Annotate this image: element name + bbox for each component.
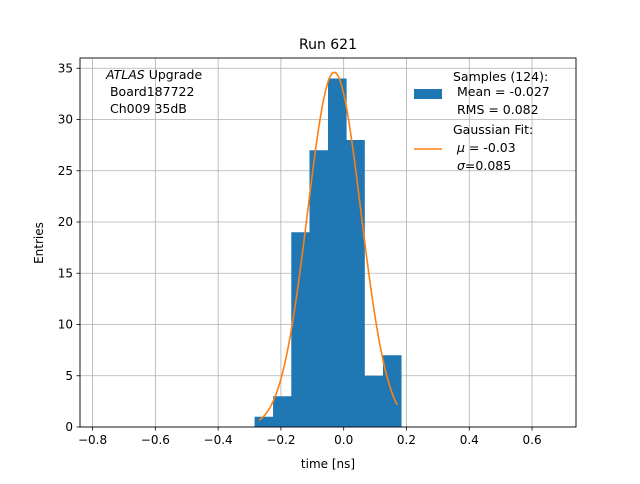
plot-frame	[79, 57, 577, 428]
histogram-bar	[328, 78, 347, 427]
x-tick-label: 0.0	[334, 433, 353, 447]
legend: Samples (124): Mean = -0.027 RMS = 0.082…	[414, 69, 550, 173]
legend-sigma-symbol: σ	[457, 158, 466, 173]
y-tick-label: 30	[58, 113, 73, 127]
y-tick-label: 35	[58, 61, 73, 75]
atlas-annotation: ATLAS Upgrade Board187722 Ch009 35dB	[105, 67, 202, 116]
legend-sigma-value: =0.085	[465, 158, 511, 173]
chart-title: Run 621	[299, 37, 357, 53]
legend-mu-value: = -0.03	[465, 140, 516, 155]
histogram-bar	[346, 140, 365, 427]
annotation-atlas-text: ATLAS	[105, 67, 145, 82]
y-tick-label: 0	[65, 420, 73, 434]
histogram-bar	[291, 232, 310, 427]
y-axis-label: Entries	[32, 222, 46, 264]
x-tick-label: 0.4	[460, 433, 479, 447]
axis-ticks: −0.8 −0.6 −0.4 −0.2 0.0 0.2 0.4 0.6 0 5 10 15 20 25 30…	[58, 61, 542, 447]
x-tick-label: −0.8	[78, 433, 107, 447]
annotation-line-3: Ch009 35dB	[106, 101, 187, 116]
legend-samples-patch	[414, 89, 442, 99]
x-tick-label: −0.6	[141, 433, 170, 447]
annotation-line-2: Board187722	[106, 84, 194, 99]
y-tick-label: 10	[58, 318, 73, 332]
x-tick-label: 0.2	[397, 433, 416, 447]
y-tick-label: 15	[58, 266, 73, 280]
legend-fit-line-3: σ=0.085	[453, 158, 511, 173]
x-tick-label: 0.6	[523, 433, 542, 447]
legend-samples-line-1: Samples (124):	[453, 69, 548, 84]
legend-fit-line-2: μ = -0.03	[453, 140, 516, 155]
histogram-bar	[309, 150, 329, 427]
annotation-upgrade-text: Upgrade	[145, 67, 203, 82]
histogram-bar	[364, 375, 384, 427]
y-tick-label: 20	[58, 215, 73, 229]
y-tick-label: 5	[65, 369, 73, 383]
y-tick-label: 25	[58, 164, 73, 178]
annotation-line-1: ATLAS Upgrade	[105, 67, 202, 82]
x-tick-label: −0.4	[204, 433, 233, 447]
histogram-bars	[254, 78, 402, 427]
histogram-bar	[273, 396, 292, 427]
histogram-bar	[254, 416, 274, 427]
legend-samples-line-3: RMS = 0.082	[453, 102, 539, 117]
legend-fit-line-1: Gaussian Fit:	[453, 122, 533, 137]
legend-samples-line-2: Mean = -0.027	[453, 84, 550, 99]
legend-mu-symbol: μ	[456, 140, 465, 155]
x-tick-label: −0.2	[266, 433, 295, 447]
x-axis-label: time [ns]	[301, 457, 355, 471]
gaussian-fit-curve	[258, 71, 398, 422]
